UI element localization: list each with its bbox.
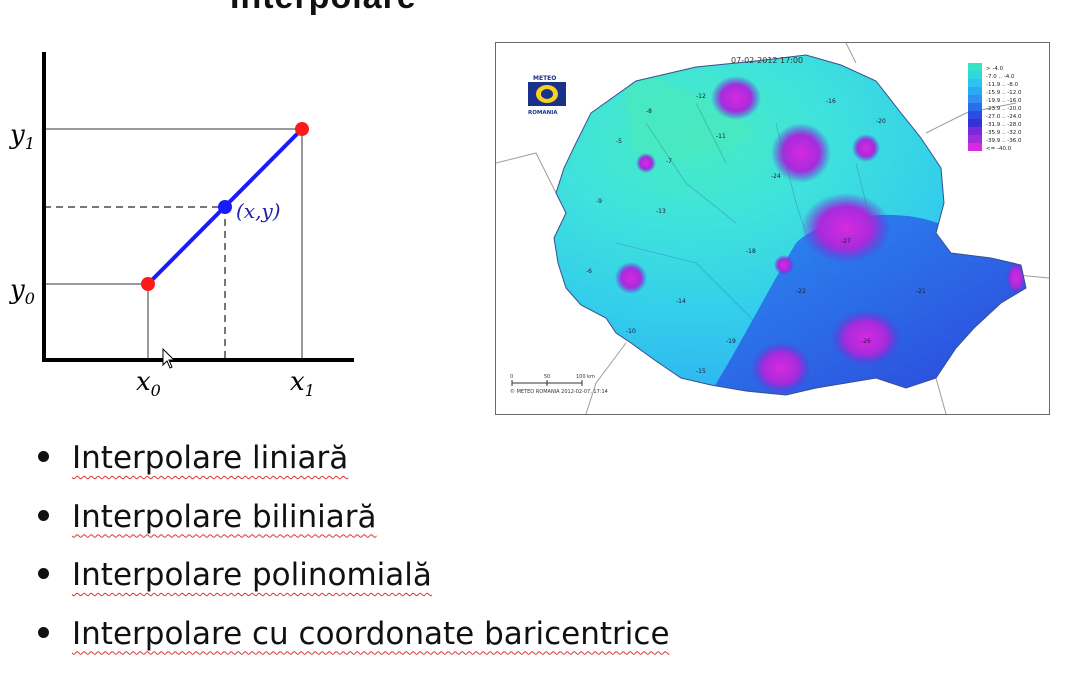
reading-label: -19 [726,338,736,345]
endpoint-1 [295,122,309,136]
bullet-icon [38,509,49,521]
reading-label: -20 [876,118,886,125]
list-item: Interpolare cu coordonate baricentrice [36,610,670,669]
station-readings: -8 -12 -5 -7 -11 -24 -16 -20 -9 -13 -27 … [586,93,926,375]
interpolated-point [218,200,232,214]
svg-text:-11.9 .. -8.0: -11.9 .. -8.0 [986,82,1018,88]
svg-text:-31.9 .. -28.0: -31.9 .. -28.0 [986,122,1022,128]
map-legend: > -4.0 -7.0 .. -4.0 -11.9 .. -8.0 -15.9 … [968,63,1022,152]
reading-label: -8 [646,108,652,115]
reading-label: -21 [916,288,926,295]
reading-label: -11 [716,133,726,140]
list-item: Interpolare liniară [36,434,670,493]
bullet-icon [38,626,49,638]
list-item: Interpolare biliniară [36,493,670,552]
svg-text:-39.9 .. -36.0: -39.9 .. -36.0 [986,138,1022,144]
interpolation-diagram: y1 y0 x0 x1 (x,y) [9,52,354,400]
map-timestamp: 07-02-2012 17:00 [731,56,803,65]
reading-label: -12 [696,93,706,100]
reading-label: -24 [771,173,781,180]
bullet-icon [38,568,49,579]
reading-label: -27 [841,238,851,245]
mouse-cursor-icon [162,348,176,369]
reading-label: -16 [826,98,836,105]
svg-text:0: 0 [510,374,513,380]
label-x0: x0 [136,367,161,400]
label-y0: y0 [9,275,35,308]
reading-label: -14 [676,298,686,305]
bullet-icon [38,451,49,462]
svg-text:METEO: METEO [533,75,556,82]
svg-text:100 km: 100 km [576,374,595,380]
reading-label: -13 [656,208,666,215]
reading-label: -7 [666,158,672,165]
meteo-romania-logo: METEO ROMANIA [528,75,566,116]
interpolation-methods-list: Interpolare liniară Interpolare biliniar… [36,434,670,668]
reading-label: -18 [746,248,756,255]
svg-text:-19.9 .. -16.0: -19.9 .. -16.0 [986,98,1022,104]
svg-text:-15.9 .. -12.0: -15.9 .. -12.0 [986,90,1022,96]
svg-text:> -4.0: > -4.0 [986,66,1004,72]
svg-text:<= -40.0: <= -40.0 [986,146,1012,152]
map-scale: 0 50 100 km © METEO ROMANIA 2012-02-07, … [510,374,608,395]
label-y1: y1 [9,120,35,153]
temperature-map: -8 -12 -5 -7 -11 -24 -16 -20 -9 -13 -27 … [495,42,1050,415]
label-x1: x1 [290,367,315,400]
slide-title-cut: Interpolare [230,0,417,17]
svg-text:-7.0 .. -4.0: -7.0 .. -4.0 [986,74,1015,80]
map-footer: © METEO ROMANIA 2012-02-07, 17:14 [510,388,608,395]
label-point-xy: (x,y) [236,199,281,223]
svg-text:-27.0 .. -24.0: -27.0 .. -24.0 [986,114,1022,120]
reading-label: -5 [616,138,622,145]
reading-label: -15 [696,368,706,375]
reading-label: -9 [596,198,602,205]
endpoint-0 [141,277,155,291]
svg-text:-23.9 .. -20.0: -23.9 .. -20.0 [986,106,1022,112]
svg-text:ROMANIA: ROMANIA [528,110,558,116]
list-item: Interpolare polinomială [36,551,670,610]
reading-label: -10 [626,328,636,335]
reading-label: -6 [586,268,592,275]
svg-text:50: 50 [544,374,550,380]
reading-label: -22 [796,288,806,295]
reading-label: -26 [861,338,871,345]
svg-text:-35.9 .. -32.0: -35.9 .. -32.0 [986,130,1022,136]
map-svg: -8 -12 -5 -7 -11 -24 -16 -20 -9 -13 -27 … [495,42,1050,415]
